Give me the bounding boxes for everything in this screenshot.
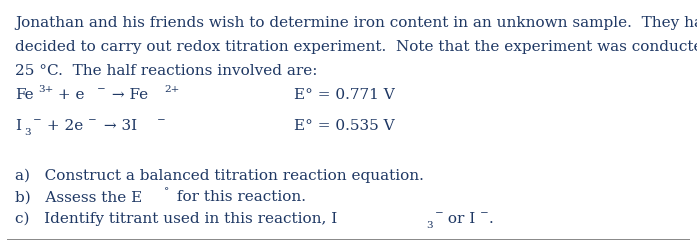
Text: Jonathan and his friends wish to determine iron content in an unknown sample.  T: Jonathan and his friends wish to determi… [15,16,697,30]
Text: E° = 0.771 V: E° = 0.771 V [294,88,395,102]
Text: decided to carry out redox titration experiment.  Note that the experiment was c: decided to carry out redox titration exp… [15,40,697,54]
Text: 25 °C.  The half reactions involved are:: 25 °C. The half reactions involved are: [15,64,318,78]
Text: −: − [33,117,42,125]
Text: 2+: 2+ [164,85,180,94]
Text: + 2e: + 2e [42,119,83,133]
Text: E° = 0.535 V: E° = 0.535 V [294,119,395,133]
Text: or I: or I [443,212,475,226]
Text: 3+: 3+ [38,85,54,94]
Text: .: . [489,212,493,226]
Text: −: − [434,209,443,218]
Text: a)   Construct a balanced titration reaction equation.: a) Construct a balanced titration reacti… [15,168,424,183]
Text: °: ° [164,188,169,197]
Text: + e: + e [54,88,85,102]
Text: → Fe: → Fe [107,88,148,102]
Text: for this reaction.: for this reaction. [172,190,306,204]
Text: −: − [480,209,489,218]
Text: −: − [96,85,105,94]
Text: c)   Identify titrant used in this reaction, I: c) Identify titrant used in this reactio… [15,212,337,226]
Text: b)   Assess the E: b) Assess the E [15,190,142,204]
Text: −: − [158,117,166,125]
Text: 3: 3 [427,221,433,230]
Text: Fe: Fe [15,88,33,102]
Text: 3: 3 [24,128,31,137]
Text: → 3I: → 3I [98,119,137,133]
Text: −: − [89,117,97,125]
Text: I: I [15,119,21,133]
